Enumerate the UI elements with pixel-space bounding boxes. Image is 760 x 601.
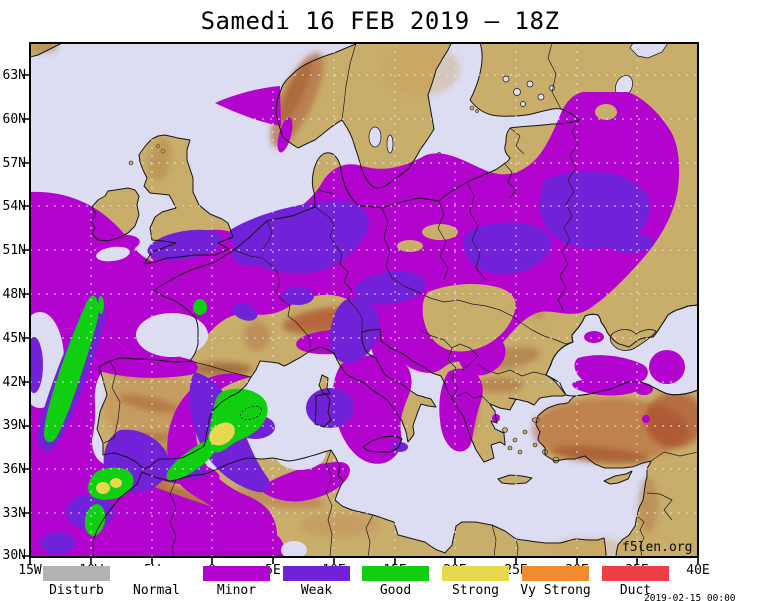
lat-label: 39N — [3, 418, 26, 433]
lat-ticks — [22, 74, 30, 557]
lat-label: 42N — [3, 375, 26, 390]
lat-axis: 63N 60N 57N 54N 51N 48N 45N 42N 39N 36N … — [3, 68, 26, 563]
legend-item-disturb: Disturb — [43, 566, 110, 598]
legend-item-minor: Minor — [203, 566, 270, 598]
lat-label: 33N — [3, 506, 26, 521]
lat-label: 30N — [3, 548, 26, 563]
legend: Disturb Normal Minor Weak Good Strong Vy… — [0, 566, 760, 601]
lat-label: 45N — [3, 331, 26, 346]
legend-label: Duct — [619, 583, 652, 598]
legend-item-good: Good — [362, 566, 429, 598]
page-title: Samedi 16 FEB 2019 – 18Z — [200, 7, 560, 35]
lat-label: 48N — [3, 287, 26, 302]
legend-item-duct: Duct — [602, 566, 669, 598]
legend-item-normal: Normal — [123, 566, 190, 598]
legend-swatch-disturb — [43, 566, 110, 581]
legend-swatch-good — [362, 566, 429, 581]
lat-label: 36N — [3, 462, 26, 477]
legend-item-strong: Strong — [442, 566, 509, 598]
legend-swatch-minor — [203, 566, 270, 581]
country-borders — [103, 43, 698, 557]
watermark: f5len.org — [622, 540, 692, 555]
lon-ticks — [29, 557, 699, 564]
coastline-layer — [30, 43, 698, 557]
lat-label: 54N — [3, 199, 26, 214]
contour-ring — [240, 405, 262, 421]
legend-item-weak: Weak — [283, 566, 350, 598]
grid-layer — [30, 43, 698, 557]
overlay-normal-holes — [30, 104, 617, 557]
lat-label: 57N — [3, 156, 26, 171]
legend-swatch-duct — [602, 566, 669, 581]
lat-label: 63N — [3, 68, 26, 83]
legend-label: Vy Strong — [520, 583, 591, 598]
lat-label: 51N — [3, 243, 26, 258]
legend-swatch-vy-strong — [522, 566, 589, 581]
legend-item-vy-strong: Vy Strong — [520, 566, 591, 598]
legend-swatch-normal — [123, 566, 190, 581]
legend-label: Weak — [300, 583, 333, 598]
map-layers: f5len.org — [30, 43, 698, 557]
legend-swatch-strong — [442, 566, 509, 581]
lon-label: 40E — [686, 563, 709, 578]
overlay-good-layer — [44, 295, 268, 536]
legend-label: Minor — [216, 583, 257, 598]
lon-label: 25E — [504, 563, 527, 578]
legend-label: Disturb — [49, 583, 104, 598]
lat-label: 60N — [3, 112, 26, 127]
legend-label: Strong — [452, 583, 499, 598]
run-timestamp-clipped: 2019-02-15 00:00 — [644, 593, 736, 601]
lon-label: 15W — [18, 563, 42, 578]
overlay-strong-layer — [96, 422, 235, 494]
legend-label: Good — [379, 583, 412, 598]
legend-swatch-weak — [283, 566, 350, 581]
legend-label: Normal — [133, 583, 180, 598]
map-frame — [29, 42, 699, 558]
